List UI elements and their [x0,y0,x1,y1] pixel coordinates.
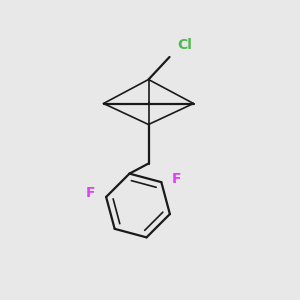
Text: Cl: Cl [177,38,192,52]
Text: F: F [172,172,182,186]
Text: F: F [86,186,95,200]
